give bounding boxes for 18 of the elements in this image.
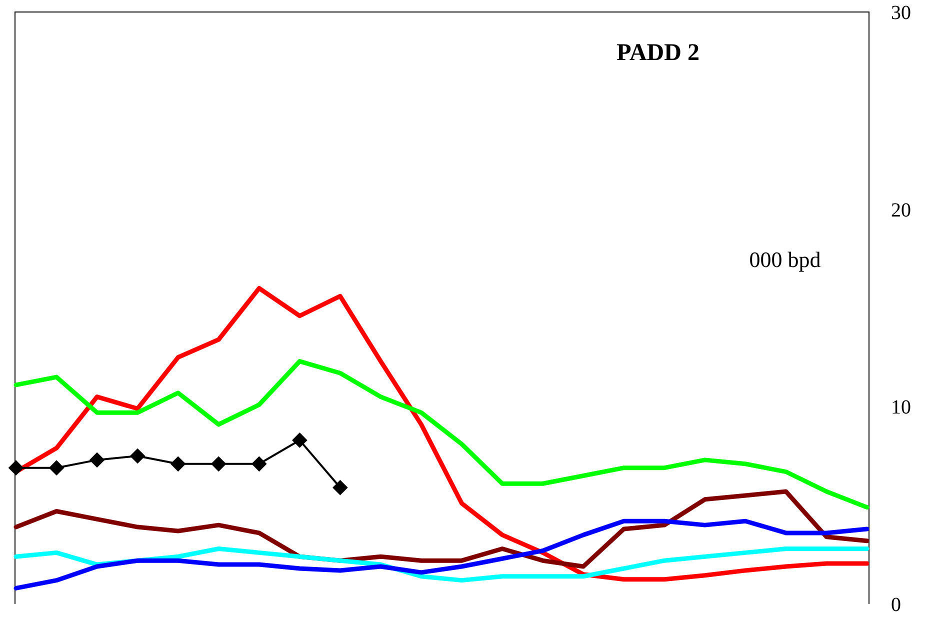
point: [292, 432, 308, 448]
line-series: [14, 359, 870, 510]
point: [170, 456, 186, 472]
y-axis-title: 000 bpd: [749, 247, 821, 272]
point: [130, 448, 146, 464]
point: [332, 480, 348, 496]
y-tick-label: 10: [891, 396, 911, 419]
point: [8, 460, 24, 476]
y-tick-label: 30: [891, 2, 911, 24]
line-series: [14, 489, 870, 569]
text: PADD 2: [616, 40, 700, 66]
y-tick-label: 0: [891, 594, 901, 616]
line-series: [14, 518, 870, 590]
y-tick-label: 20: [891, 199, 911, 222]
point: [89, 452, 105, 468]
point: [210, 456, 226, 472]
point: [48, 460, 64, 476]
point: [251, 456, 267, 472]
